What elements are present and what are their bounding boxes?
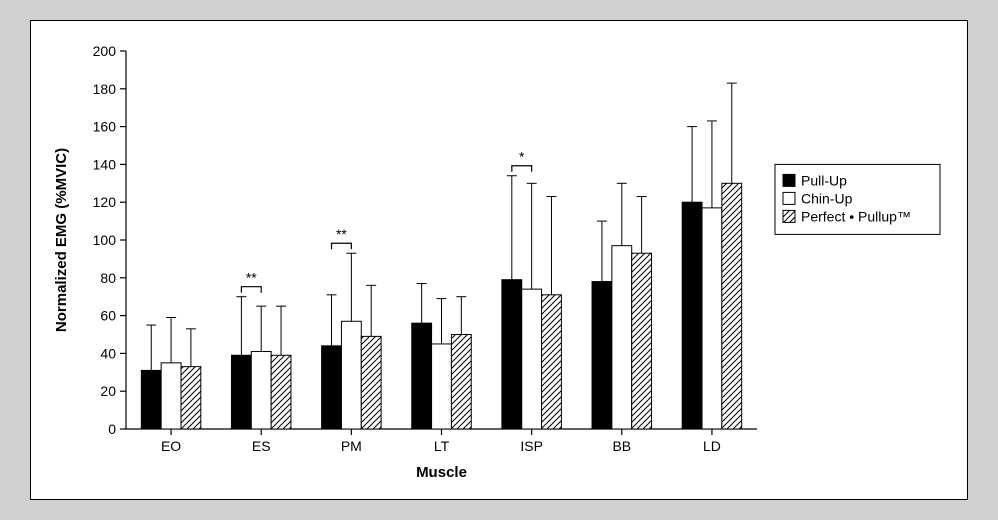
sig-bracket [512,166,532,172]
legend-swatch [783,192,795,204]
bar [432,344,452,429]
svg-text:Muscle: Muscle [416,464,467,481]
svg-text:120: 120 [93,194,117,210]
svg-text:60: 60 [100,308,116,324]
bar [361,336,381,429]
bar [542,295,562,429]
bar [341,321,361,429]
bar [161,363,181,429]
bar [592,282,612,429]
sig-bracket [332,243,352,249]
bar [322,346,342,429]
x-tick-label: PM [341,438,362,454]
bar [412,323,432,429]
x-tick-label: ES [252,438,271,454]
svg-text:80: 80 [100,270,116,286]
bar [612,246,632,429]
bar [231,355,251,429]
x-tick-label: EO [161,438,181,454]
svg-text:0: 0 [108,421,116,437]
bar [271,355,291,429]
chart-panel: 0 20 40 60 80 100 120 140 160 180 200 Normalized EM… [30,20,968,500]
svg-text:140: 140 [93,156,117,172]
bar [702,208,722,429]
svg-text:160: 160 [93,119,117,135]
svg-text:20: 20 [100,383,116,399]
svg-text:40: 40 [100,345,116,361]
sig-label: * [519,149,525,165]
sig-label: ** [336,226,347,242]
legend-swatch [783,210,795,222]
chart: 0 20 40 60 80 100 120 140 160 180 200 Normalized EM… [31,21,967,499]
sig-label: ** [246,270,257,286]
svg-text:200: 200 [93,43,117,59]
bar [251,352,271,429]
x-tick-label: BB [612,438,631,454]
svg-text:100: 100 [93,232,117,248]
outer-frame: 0 20 40 60 80 100 120 140 160 180 200 Normalized EM… [0,0,998,520]
legend-label: Perfect • Pullup™ [801,208,911,224]
legend-label: Pull-Up [801,172,847,188]
bar [181,367,201,429]
bar [722,183,742,429]
x-tick-label: LD [703,438,721,454]
bar [451,335,471,430]
bar [502,280,522,429]
bar [682,202,702,429]
x-tick-label: ISP [520,438,543,454]
legend-label: Chin-Up [801,190,853,206]
legend-swatch [783,174,795,186]
sig-bracket [241,287,261,293]
bar [522,289,542,429]
svg-text:180: 180 [93,81,117,97]
x-tick-label: LT [434,438,450,454]
bar [632,253,652,429]
svg-text:Normalized EMG (%MVIC): Normalized EMG (%MVIC) [53,148,70,332]
bar [141,370,161,429]
